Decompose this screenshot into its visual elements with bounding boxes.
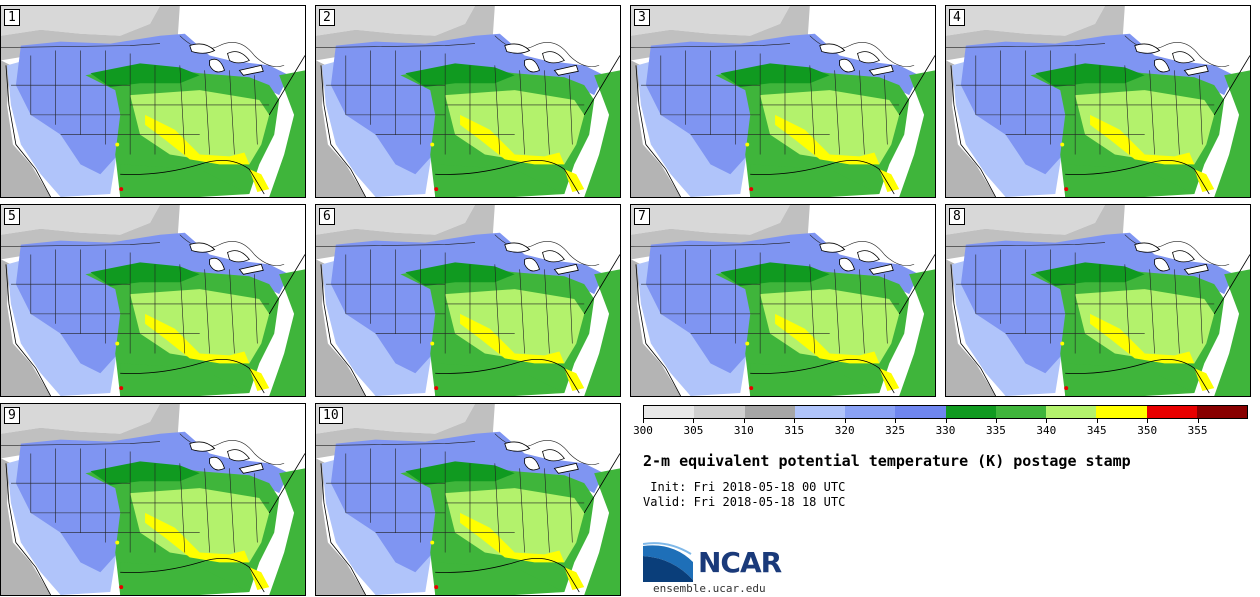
map-image [1, 404, 305, 595]
map-image [631, 6, 935, 197]
colorbar-tick-label: 340 [1036, 424, 1057, 437]
colorbar-tick-label: 355 [1187, 424, 1208, 437]
colorbar-swatch [1096, 406, 1147, 418]
map-panel-8: 8 [945, 204, 1251, 397]
panel-label: 8 [949, 208, 965, 225]
map-panel-3: 3 [630, 5, 936, 198]
colorbar-swatch [945, 406, 996, 418]
colorbar-tick-mark [1046, 418, 1048, 423]
colorbar-swatch [895, 406, 946, 418]
colorbar-tick-label: 350 [1137, 424, 1158, 437]
colorbar-tick-mark [743, 418, 745, 423]
colorbar-tick-mark [1096, 418, 1098, 423]
colorbar-tick-label: 325 [885, 424, 906, 437]
colorbar-swatch [1146, 406, 1197, 418]
valid-time: Valid: Fri 2018-05-18 18 UTC [643, 495, 846, 509]
colorbar-tick-mark [844, 418, 846, 423]
logo-text: NCAR [698, 546, 782, 579]
map-panel-9: 9 [0, 403, 306, 596]
panel-label: 9 [4, 407, 20, 424]
colorbar-swatch [1046, 406, 1097, 418]
colorbar-swatch [995, 406, 1046, 418]
map-image [316, 6, 620, 197]
map-image [1, 6, 305, 197]
panel-label: 4 [949, 9, 965, 26]
panel-label: 6 [319, 208, 335, 225]
map-panel-2: 2 [315, 5, 621, 198]
colorbar-tick-mark [794, 418, 796, 423]
panel-label: 7 [634, 208, 650, 225]
colorbar-swatch [845, 406, 896, 418]
map-panel-7: 7 [630, 204, 936, 397]
colorbar-tick-mark [895, 418, 897, 423]
map-panel-10: 10 [315, 403, 621, 596]
colorbar-tick-label: 320 [834, 424, 855, 437]
panel-label: 10 [319, 407, 343, 424]
map-panel-5: 5 [0, 204, 306, 397]
map-image [946, 6, 1250, 197]
init-time: Init: Fri 2018-05-18 00 UTC [643, 480, 846, 494]
colorbar-tick-mark [643, 418, 644, 423]
colorbar [643, 405, 1248, 419]
colorbar-tick-label: 300 [633, 424, 653, 437]
logo-url: ensemble.ucar.edu [653, 582, 766, 595]
map-image [1, 205, 305, 396]
colorbar-tick-label: 310 [733, 424, 754, 437]
map-image [946, 205, 1250, 396]
colorbar-tick-mark [1147, 418, 1149, 423]
panel-label: 1 [4, 9, 20, 26]
colorbar-tick-mark [945, 418, 947, 423]
panel-label: 2 [319, 9, 335, 26]
map-image [316, 205, 620, 396]
colorbar-tick-mark [1197, 418, 1199, 423]
colorbar-tick-label: 305 [683, 424, 704, 437]
colorbar-tick-label: 335 [985, 424, 1006, 437]
colorbar-swatch [794, 406, 845, 418]
colorbar-swatch [644, 406, 695, 418]
colorbar-tick-label: 330 [935, 424, 956, 437]
colorbar-tick-mark [693, 418, 695, 423]
map-image [316, 404, 620, 595]
map-panel-6: 6 [315, 204, 621, 397]
colorbar-swatch [694, 406, 745, 418]
colorbar-swatch [1196, 406, 1247, 418]
ncar-logo [643, 542, 693, 582]
map-panel-4: 4 [945, 5, 1251, 198]
map-image [631, 205, 935, 396]
map-panel-1: 1 [0, 5, 306, 198]
page-title: 2-m equivalent potential temperature (K)… [643, 452, 1131, 470]
colorbar-tick-label: 315 [784, 424, 805, 437]
colorbar-swatch [744, 406, 795, 418]
colorbar-tick-label: 345 [1086, 424, 1107, 437]
panel-label: 5 [4, 208, 20, 225]
panel-label: 3 [634, 9, 650, 26]
colorbar-tick-mark [995, 418, 997, 423]
